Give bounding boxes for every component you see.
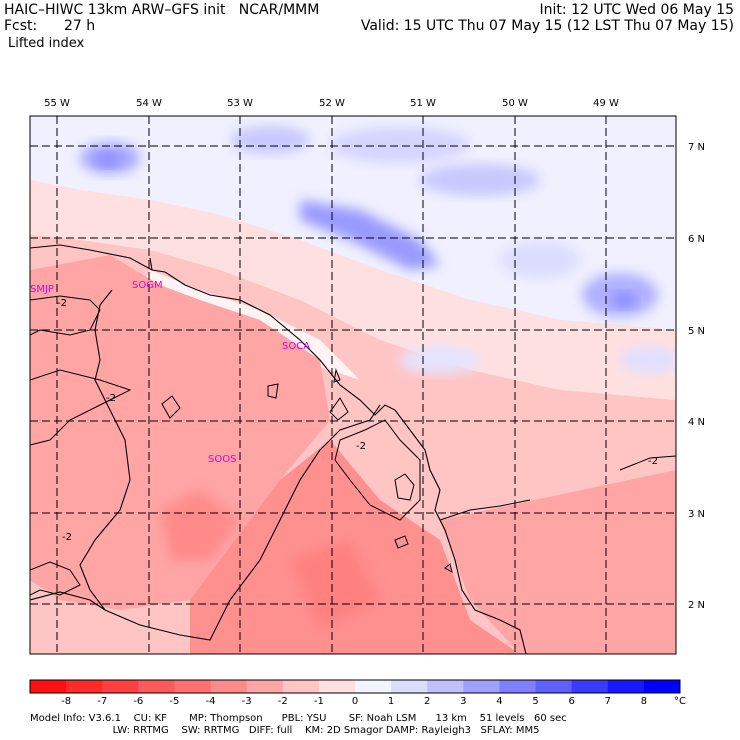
colorbar-swatch [391,680,428,693]
lon-label: 53 W [227,98,253,109]
colorbar-swatch [66,680,103,693]
colorbar-swatch [355,680,392,693]
contour-label: -2 [106,393,116,404]
colorbar-tick-label: 0 [352,696,358,707]
colorbar-swatch [174,680,212,693]
valid-time: Valid: 15 UTC Thu 07 May 15 (12 LST Thu … [360,18,734,34]
colorbar-frame [29,679,681,694]
lat-label: 7 N [688,142,705,153]
lon-label: 54 W [136,98,162,109]
lon-label: 50 W [502,98,528,109]
model-info-line1: Model Info: V3.6.1 CU: KF MP: Thompson P… [30,713,567,724]
station-label: SOGM [132,280,163,291]
lon-label: 55 W [44,98,70,109]
contour-label: -2 [62,532,72,543]
colorbar-swatch [30,680,67,693]
map-frame [29,115,677,655]
colorbar-swatch [427,680,464,693]
lat-label: 3 N [688,509,705,520]
colorbar-tick-label: -3 [242,696,252,707]
lat-label: 2 N [688,600,705,611]
station-label: SOOS [208,454,236,465]
colorbar-tick-label: -6 [133,696,143,707]
colorbar-tick-label: 7 [605,696,611,707]
colorbar-tick-label: 2 [424,696,430,707]
station-label: SOCA [282,341,310,352]
field-name: Lifted index [8,36,85,51]
contour-label: -2 [57,298,67,309]
lat-lon-grid [30,116,676,654]
colorbar-tick-label: -1 [314,696,324,707]
colorbar-swatch [138,680,175,693]
lat-label: 5 N [688,326,705,337]
colorbar-swatch [571,680,609,693]
lon-label: 52 W [319,98,345,109]
colorbar: -8 -7 -6 -5 -4 -3 -2 -1 0 1 2 3 4 5 6 7 8 °C [29,679,686,707]
colorbar-swatch [535,680,573,693]
init-time: Init: 12 UTC Wed 06 May 15 [539,2,734,18]
colorbar-tick-label: -2 [278,696,288,707]
colorbar-tick-label: 4 [496,696,502,707]
contour-label: -2 [356,441,366,452]
colorbar-tick-label: -5 [169,696,179,707]
colorbar-swatch [499,680,537,693]
lat-label: 6 N [688,234,705,245]
colorbar-swatch [282,680,320,693]
colorbar-swatch [210,680,248,693]
lat-label: 4 N [688,417,705,428]
colorbar-tick-label: 8 [641,696,647,707]
colorbar-unit: °C [674,696,686,707]
colorbar-tick-label: 6 [568,696,574,707]
colorbar-swatch [607,680,645,693]
colorbar-tick-label: 3 [460,696,466,707]
lon-label: 51 W [410,98,436,109]
colorbar-tick-label: 5 [532,696,538,707]
forecast-label: Fcst: [4,18,38,34]
model-info-line2: LW: RRTMG SW: RRTMG DIFF: full KM: 2D Sm… [30,725,540,736]
model-title: HAIC–HIWC 13km ARW–GFS init NCAR/MMM [4,2,320,18]
colorbar-tick-label: 1 [388,696,394,707]
colorbar-swatch [463,680,500,693]
station-label: SMJP [30,284,54,295]
colorbar-swatch [102,680,139,693]
colorbar-tick-label: -4 [206,696,216,707]
colorbar-swatch [246,680,284,693]
contour-label: -2 [648,456,658,467]
forecast-hour: 27 h [64,18,96,34]
lon-label: 49 W [593,98,619,109]
colorbar-tick-label: -7 [97,696,107,707]
colorbar-swatch [643,680,681,693]
colorbar-swatch [318,680,356,693]
colorbar-tick-label: -8 [61,696,71,707]
lifted-index-field [30,116,676,654]
